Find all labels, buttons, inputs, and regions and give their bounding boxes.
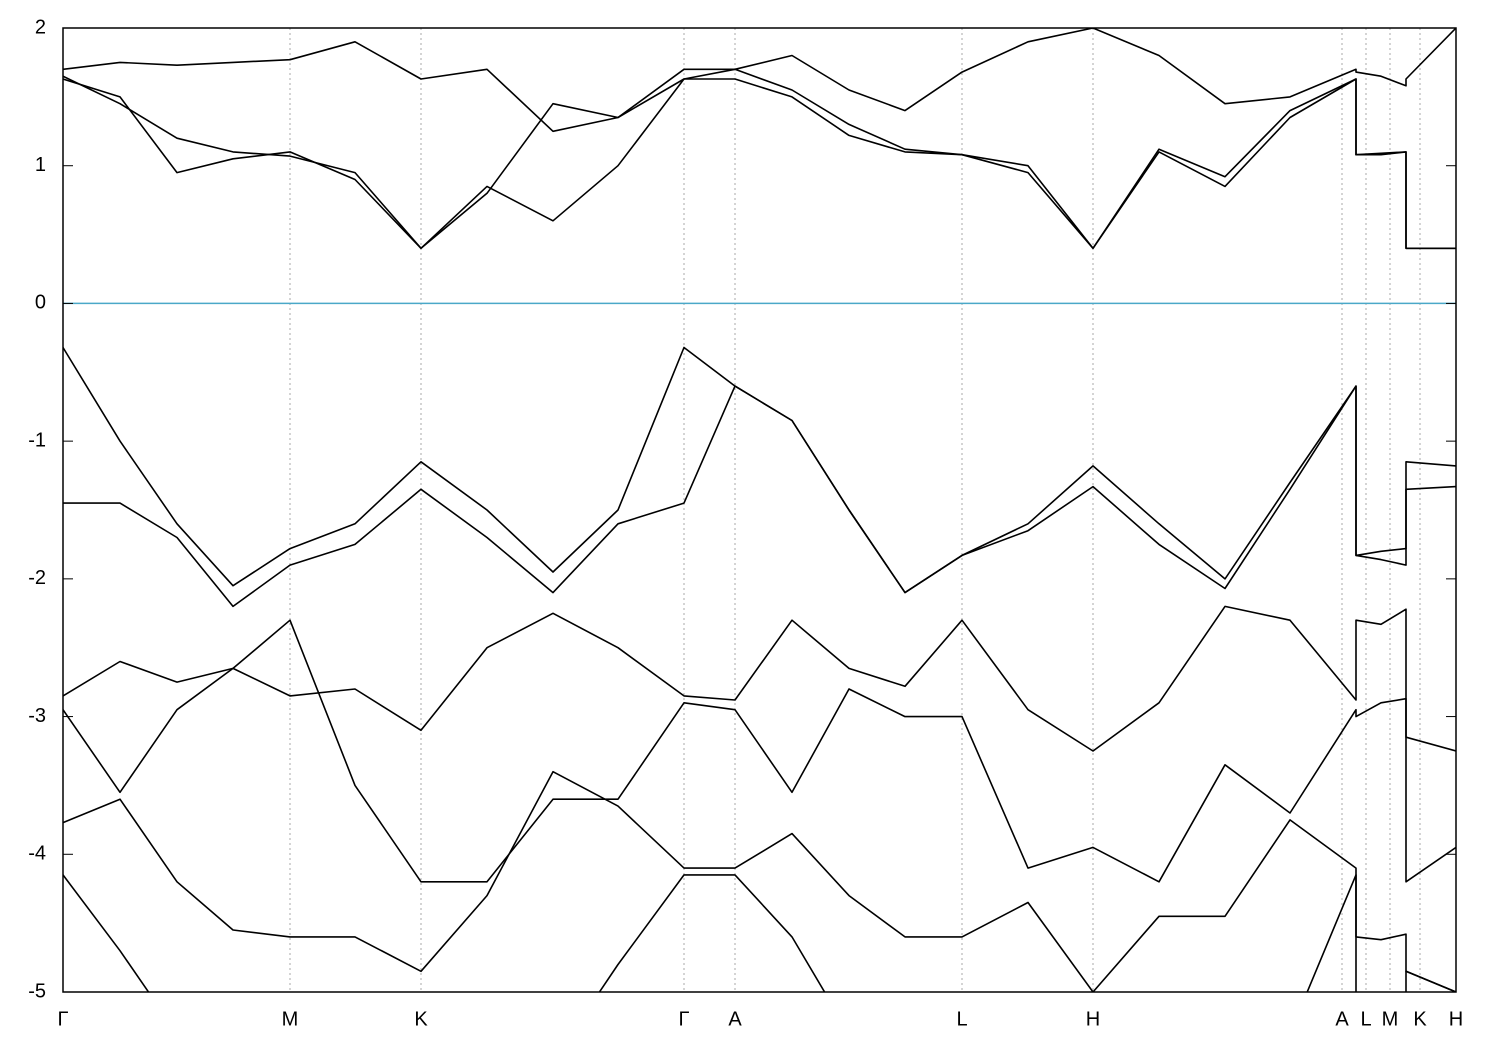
y-tick-label: 0 [35, 292, 46, 314]
x-tick-label: Γ [678, 1008, 689, 1030]
y-tick-label: 2 [35, 16, 46, 38]
band-line [63, 874, 1456, 992]
x-tick-label: M [1382, 1008, 1399, 1030]
x-tick-label: H [1449, 1008, 1463, 1030]
plot-area [63, 28, 1456, 992]
band-line [63, 28, 1456, 133]
y-tick-label: -1 [28, 429, 46, 451]
band-line [63, 605, 1456, 752]
x-tick-label: K [414, 1008, 428, 1030]
y-tick-label: -2 [28, 567, 46, 589]
x-tick-label: Γ [57, 1008, 68, 1030]
x-tick-label: H [1086, 1008, 1100, 1030]
x-tick-label: A [1335, 1008, 1349, 1030]
x-tick-label: L [1360, 1008, 1371, 1030]
band-line [63, 619, 1456, 883]
y-tick-label: -3 [28, 705, 46, 727]
y-tick-label: 1 [35, 154, 46, 176]
band-line [63, 68, 1456, 250]
band-line [63, 770, 1456, 992]
y-tick-label: -4 [28, 843, 46, 865]
band-line [63, 78, 1456, 250]
y-tick-label: -5 [28, 980, 46, 1002]
x-tick-label: M [282, 1008, 299, 1030]
x-tick-label: L [956, 1008, 967, 1030]
x-tick-label: A [728, 1008, 742, 1030]
band-line [63, 385, 1456, 608]
plot-frame [62, 27, 1457, 993]
x-tick-label: K [1413, 1008, 1427, 1030]
